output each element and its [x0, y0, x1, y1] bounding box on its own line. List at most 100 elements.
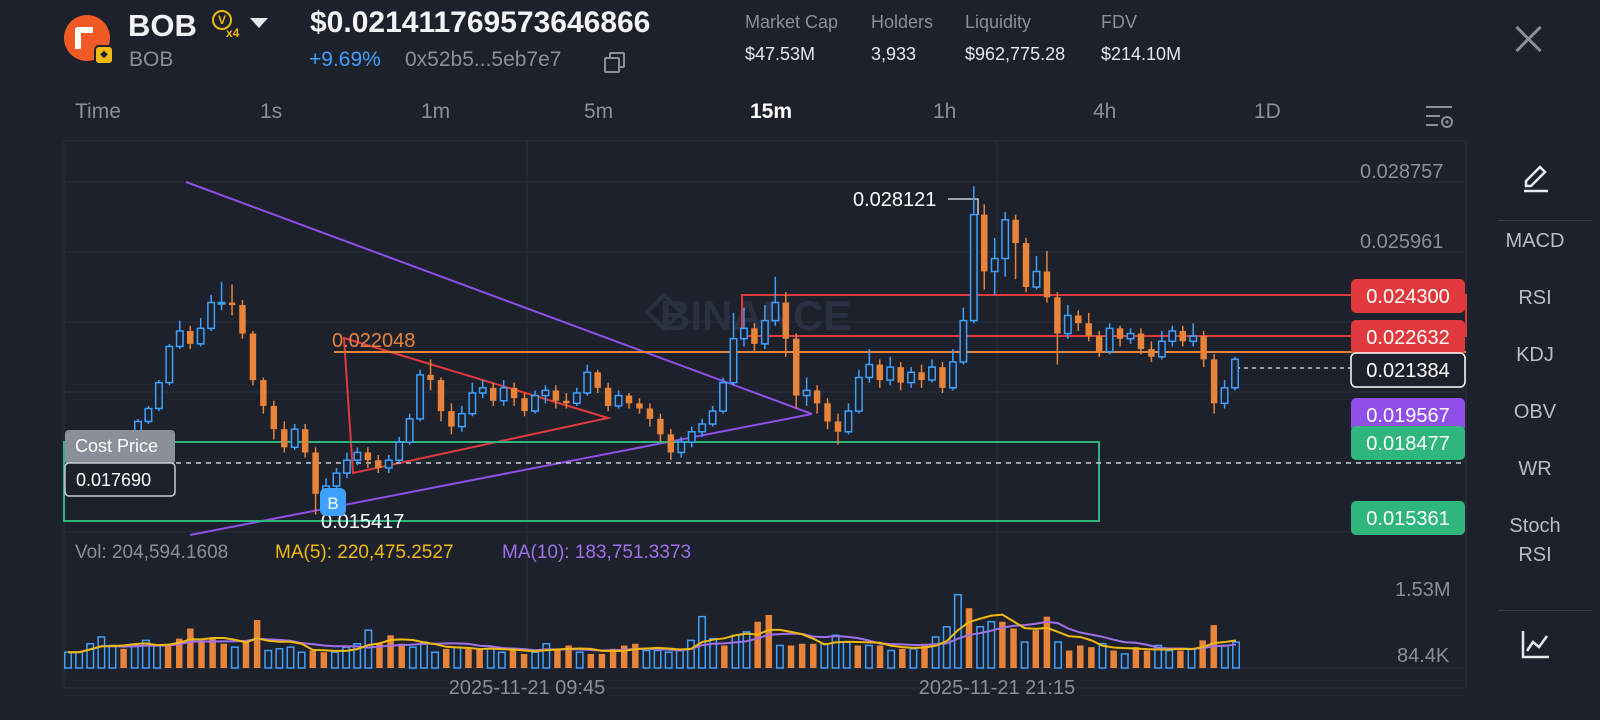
- volume-bar: [820, 643, 829, 669]
- volume-bar: [531, 651, 540, 669]
- tab-1s[interactable]: 1s: [260, 100, 283, 123]
- stat-label: FDV: [1101, 12, 1137, 32]
- volume-bar: [620, 645, 628, 668]
- price-tag[interactable]: 0.022632: [1351, 320, 1465, 354]
- candle-body: [897, 367, 904, 383]
- volume-bar: [220, 643, 227, 668]
- price-tag[interactable]: 0.015361: [1351, 501, 1465, 535]
- volume-bar: [242, 642, 250, 668]
- indicator-obv[interactable]: OBV: [1513, 401, 1557, 423]
- price-tag-value: 0.018477: [1366, 433, 1449, 455]
- stat-fdv: FDV $214.10M: [1101, 12, 1181, 65]
- volume-bar: [476, 648, 483, 668]
- candle-body: [948, 361, 957, 389]
- chevron-down-icon[interactable]: [250, 18, 268, 28]
- price-tag[interactable]: 0.024300: [1351, 279, 1465, 313]
- candle-body: [834, 421, 842, 432]
- cost-price-box[interactable]: Cost Price 0.017690: [64, 430, 176, 497]
- volume-tick: 84.4K: [1397, 645, 1450, 667]
- pencil-icon[interactable]: [1520, 162, 1552, 194]
- candle-body: [1095, 336, 1103, 352]
- candle-body: [813, 390, 821, 404]
- volume-bar: [598, 653, 606, 668]
- candle-body: [1022, 243, 1030, 288]
- volume-bar: [320, 652, 328, 668]
- chart-border: [63, 140, 1467, 689]
- candle-body: [1012, 219, 1019, 244]
- tab-4h[interactable]: 4h: [1093, 100, 1117, 123]
- token-name: BOB: [128, 8, 197, 43]
- price-tag-value: 0.021384: [1366, 360, 1449, 382]
- candle-body: [154, 381, 163, 410]
- price-chart[interactable]: BINANCE 0.028121 0.015417 0.022048 Cost …: [0, 0, 1470, 720]
- ma5-line: [68, 613, 1237, 654]
- buy-marker[interactable]: B: [320, 488, 346, 516]
- candle-body: [207, 301, 216, 330]
- candle-body: [521, 398, 528, 412]
- cost-price-value: 0.017690: [76, 470, 151, 490]
- low-label: 0.015417: [321, 511, 404, 533]
- tab-1d[interactable]: 1D: [1254, 100, 1281, 123]
- stat-label: Liquidity: [965, 12, 1032, 32]
- volume-bar: [309, 650, 316, 668]
- candle-body: [771, 301, 780, 322]
- volume-bar: [1065, 650, 1073, 668]
- chart-settings-icon[interactable]: [1424, 104, 1454, 130]
- indicator-macd[interactable]: MACD: [1505, 230, 1565, 252]
- candle-body: [636, 403, 643, 409]
- volume-bar: [632, 643, 639, 668]
- x-tick: 2025-11-21 21:15: [919, 677, 1075, 699]
- candle-body: [687, 431, 696, 443]
- candle-body: [907, 371, 916, 384]
- tab-15m[interactable]: 15m: [750, 100, 793, 123]
- volume-bar: [1054, 641, 1063, 669]
- candle-body: [405, 418, 414, 443]
- volume-bar: [497, 651, 506, 669]
- volume-bar: [842, 641, 851, 669]
- indicator-wr[interactable]: WR: [1518, 458, 1552, 480]
- volume-bars: [64, 593, 1240, 669]
- candle-body: [751, 328, 758, 344]
- y-tick: 0.028757: [1360, 161, 1443, 183]
- tab-5m[interactable]: 5m: [584, 100, 614, 123]
- tab-1h[interactable]: 1h: [933, 100, 957, 123]
- volume-bar: [465, 648, 472, 668]
- candle-body: [1054, 297, 1061, 334]
- price-tag[interactable]: 0.019567: [1351, 398, 1465, 432]
- volume-bar: [1232, 641, 1240, 669]
- indicator-rsi[interactable]: RSI: [1518, 287, 1552, 309]
- candle-body: [1220, 387, 1229, 405]
- price-tag-current[interactable]: 0.021384: [1350, 352, 1466, 388]
- tab-1m[interactable]: 1m: [421, 100, 451, 123]
- copy-icon[interactable]: [604, 52, 625, 73]
- candle-body: [531, 394, 539, 412]
- volume-bar: [509, 648, 517, 668]
- token-logo: ◆: [64, 15, 114, 65]
- contract-address: 0x52b5...5eb7e7: [405, 48, 562, 71]
- candle-body: [1148, 349, 1155, 357]
- volume-bar: [264, 649, 273, 669]
- chart-line-icon[interactable]: [1520, 628, 1552, 660]
- candle-body: [739, 327, 748, 340]
- token-price: $0.021411769573646866: [310, 6, 651, 39]
- volume-bar: [175, 638, 183, 668]
- close-icon[interactable]: [1512, 22, 1544, 54]
- volume-bar: [987, 620, 996, 669]
- price-tag-value: 0.024300: [1366, 286, 1449, 308]
- volume-bar: [1077, 645, 1084, 668]
- volume-bar: [486, 648, 495, 669]
- candle-body: [260, 380, 267, 406]
- volume-bar: [675, 649, 684, 669]
- candle-body: [510, 387, 518, 399]
- price-tag-value: 0.019567: [1366, 405, 1449, 427]
- candle-body: [489, 387, 497, 401]
- tab-time[interactable]: Time: [75, 100, 121, 123]
- volume-bar: [442, 648, 450, 668]
- candle-body: [583, 371, 592, 394]
- price-tag[interactable]: 0.018477: [1351, 426, 1465, 460]
- indicator-stoch-rsi[interactable]: Stoch RSI: [1480, 515, 1590, 567]
- indicator-kdj[interactable]: KDJ: [1516, 344, 1554, 366]
- volume-bar: [520, 653, 528, 668]
- candle-body: [657, 418, 664, 435]
- candle-body: [792, 338, 800, 396]
